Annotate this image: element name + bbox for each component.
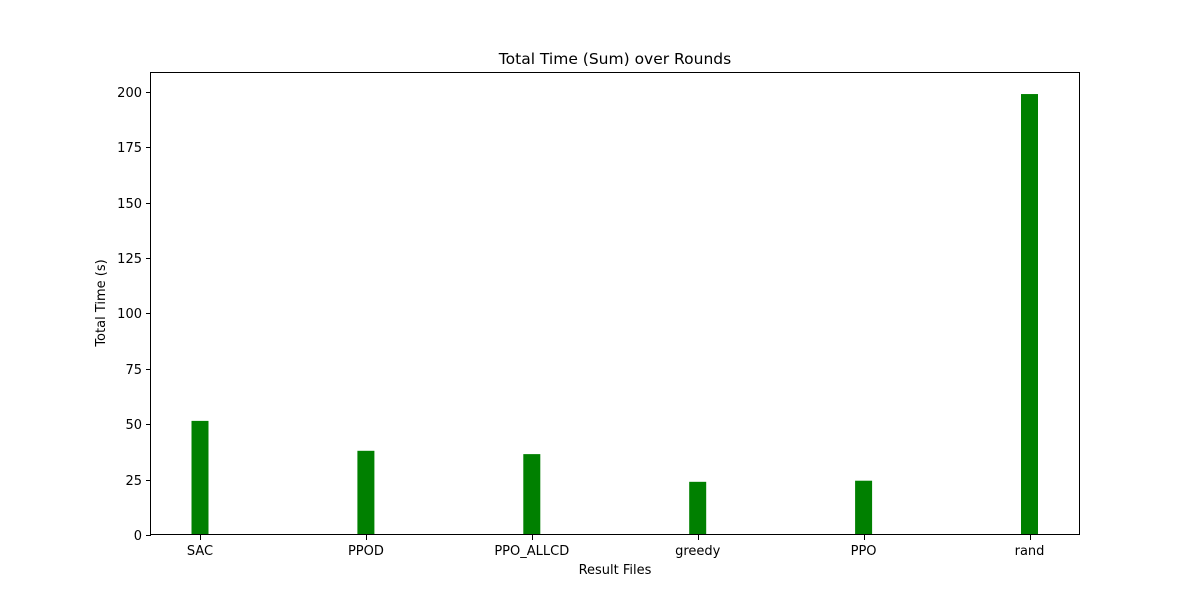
y-tick-label: 175 bbox=[117, 141, 142, 156]
y-tick-label: 50 bbox=[125, 418, 142, 433]
y-axis: 0 25 50 75 100 125 150 175 200 bbox=[117, 86, 151, 544]
x-tick-label: PPO bbox=[851, 544, 877, 559]
x-tick-label: PPOD bbox=[348, 544, 384, 559]
x-tick-label: SAC bbox=[187, 544, 213, 559]
y-tick-label: 200 bbox=[117, 86, 142, 101]
x-tick-label: PPO_ALLCD bbox=[494, 544, 569, 559]
x-tick-label: rand bbox=[1015, 544, 1045, 559]
bar-greedy bbox=[689, 481, 707, 535]
y-tick-label: 100 bbox=[117, 307, 142, 322]
y-tick-label: 150 bbox=[117, 197, 142, 212]
bar-ppod bbox=[357, 450, 375, 535]
x-axis-label: Result Files bbox=[579, 563, 652, 578]
y-tick-label: 25 bbox=[125, 474, 142, 489]
y-tick-label: 0 bbox=[134, 529, 142, 544]
plot-frame bbox=[150, 72, 1080, 535]
y-tick-label: 125 bbox=[117, 252, 142, 267]
x-tick-label: greedy bbox=[675, 544, 721, 559]
bar-sac bbox=[191, 420, 209, 535]
bar-rand bbox=[1021, 94, 1038, 536]
bar-ppo-allcd bbox=[523, 454, 541, 535]
bars-group bbox=[191, 94, 1038, 536]
x-axis: SAC PPOD PPO_ALLCD greedy PPO rand bbox=[187, 535, 1045, 559]
chart-title: Total Time (Sum) over Rounds bbox=[498, 50, 731, 68]
bar-ppo bbox=[855, 480, 873, 535]
y-axis-label: Total Time (s) bbox=[94, 259, 109, 347]
y-tick-label: 75 bbox=[125, 363, 142, 378]
